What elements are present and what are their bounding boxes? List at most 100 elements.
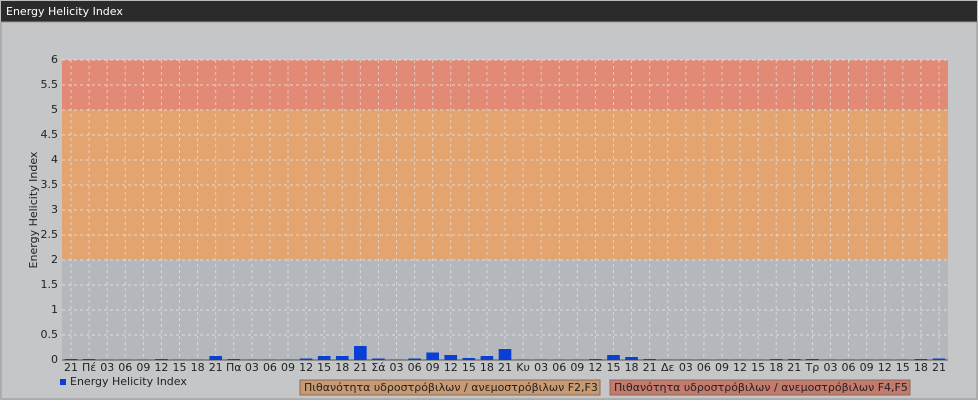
x-tick-label: 06 [842, 361, 856, 374]
x-tick-label: 12 [154, 361, 168, 374]
x-tick-label: 18 [914, 361, 928, 374]
x-tick-label: 18 [480, 361, 494, 374]
x-tick-label: 03 [679, 361, 693, 374]
bar [589, 359, 602, 360]
bar [191, 359, 204, 360]
bar [860, 359, 873, 360]
x-tick-label: 15 [896, 361, 910, 374]
bar [137, 359, 150, 360]
bar [697, 359, 711, 360]
x-tick-label: 12 [299, 361, 313, 374]
bar [281, 359, 295, 360]
x-tick-label: 09 [715, 361, 729, 374]
x-tick-label: 12 [444, 361, 458, 374]
bar [372, 358, 385, 360]
bar [480, 356, 494, 360]
bar [552, 359, 566, 360]
y-tick-label: 0 [51, 353, 58, 366]
bar [932, 358, 946, 360]
bar [787, 359, 801, 360]
x-tick-label: 09 [136, 361, 150, 374]
x-tick-label: 03 [534, 361, 548, 374]
bar [263, 359, 277, 360]
y-tick-label: 5.5 [41, 78, 59, 91]
x-tick-label: 21 [643, 361, 657, 374]
x-tick-label: Σά [371, 361, 385, 374]
x-tick-label: 06 [408, 361, 422, 374]
x-tick-label: 09 [860, 361, 874, 374]
x-tick-label: 03 [390, 361, 404, 374]
x-tick-label: 09 [281, 361, 295, 374]
x-tick-label: 09 [426, 361, 440, 374]
y-tick-label: 6 [51, 53, 58, 66]
y-tick-label: 1 [51, 303, 58, 316]
x-tick-label: Πα [226, 361, 242, 374]
y-tick-label: 4.5 [41, 128, 59, 141]
header-bar [1, 1, 977, 22]
x-tick-label: 15 [317, 361, 331, 374]
x-tick-label: 03 [823, 361, 837, 374]
bar [516, 359, 530, 360]
x-tick-label: 12 [588, 361, 602, 374]
y-tick-label: 1.5 [41, 278, 59, 291]
x-tick-label: 12 [878, 361, 892, 374]
x-tick-label: 06 [697, 361, 711, 374]
bar [299, 358, 313, 360]
legend-label: Energy Helicity Index [70, 375, 187, 388]
y-tick-label: 5 [51, 103, 58, 116]
bar [679, 359, 693, 360]
y-tick-label: 2.5 [41, 228, 59, 241]
bar [534, 359, 548, 360]
bar [64, 359, 78, 360]
bar [354, 346, 367, 360]
x-tick-label: Κυ [516, 361, 530, 374]
y-tick-label: 3.5 [41, 178, 59, 191]
x-tick-label: 21 [353, 361, 367, 374]
bar [209, 356, 223, 360]
y-tick-label: 0.5 [41, 328, 59, 341]
y-axis-label: Energy Helicity Index [27, 151, 40, 268]
x-tick-label: 21 [498, 361, 512, 374]
bar [227, 359, 241, 360]
bar [715, 359, 729, 360]
x-tick-label: 18 [625, 361, 639, 374]
x-tick-label: 21 [932, 361, 946, 374]
bar [498, 349, 512, 360]
bar [806, 359, 819, 360]
y-tick-label: 3 [51, 203, 58, 216]
bar [607, 355, 620, 360]
bar [661, 359, 675, 360]
bar [643, 359, 656, 360]
x-tick-label: Δε [661, 361, 675, 374]
bar [390, 359, 403, 360]
x-tick-label: 09 [570, 361, 584, 374]
bar [896, 359, 910, 360]
band-legend-box [299, 379, 601, 396]
x-tick-label: 15 [751, 361, 765, 374]
bar [173, 359, 186, 360]
bar [570, 359, 584, 360]
bar [408, 358, 421, 360]
bar [914, 359, 928, 360]
bar [245, 359, 259, 360]
bar [769, 359, 783, 360]
bar [317, 356, 331, 360]
x-tick-label: 15 [173, 361, 187, 374]
x-tick-label: 03 [100, 361, 114, 374]
x-tick-label: 18 [335, 361, 349, 374]
x-tick-label: 03 [245, 361, 259, 374]
y-tick-label: 2 [51, 253, 58, 266]
x-tick-label: Πέ [82, 361, 96, 374]
bar [100, 359, 114, 360]
band-legend-label: Πιθανότητα υδροστρόβιλων / ανεμοστρόβιλω… [614, 381, 908, 394]
bar [335, 356, 349, 360]
x-tick-label: 15 [606, 361, 620, 374]
bar [625, 357, 638, 360]
x-tick-label: 06 [552, 361, 566, 374]
bar [118, 359, 132, 360]
x-tick-label: 18 [769, 361, 783, 374]
x-tick-label: 06 [263, 361, 277, 374]
bar [426, 352, 440, 360]
bar [842, 359, 855, 360]
